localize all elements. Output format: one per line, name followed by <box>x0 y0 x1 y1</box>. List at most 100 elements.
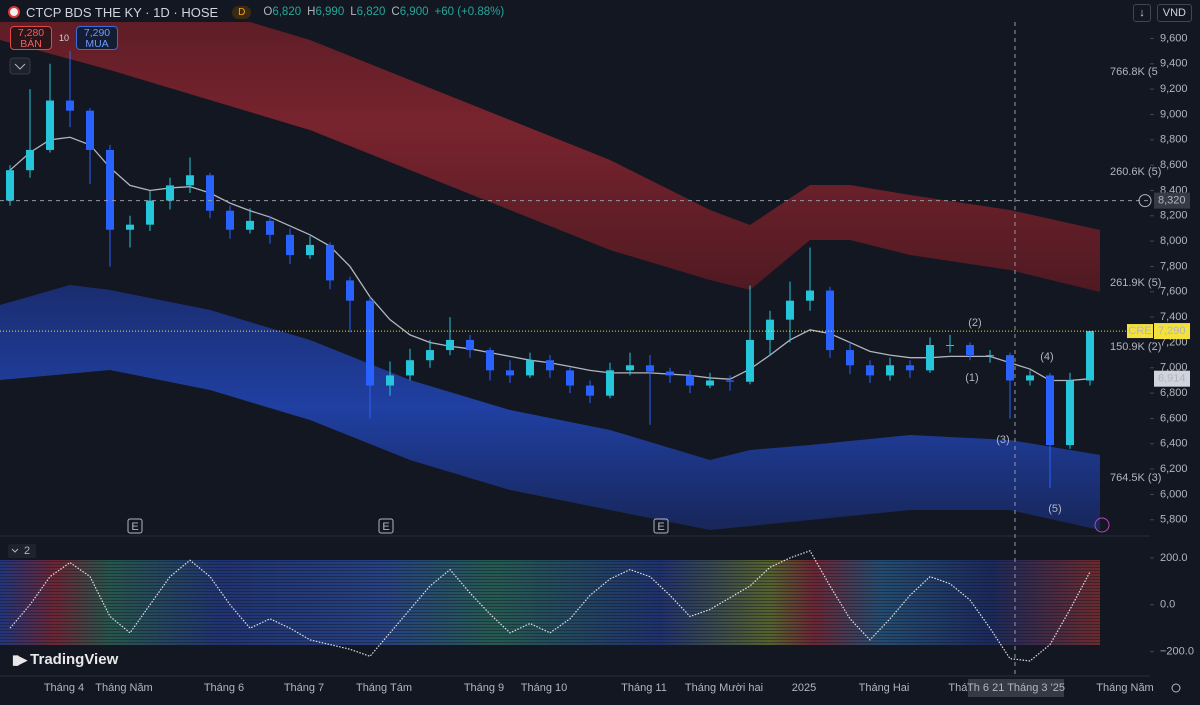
candle-body <box>1026 375 1034 381</box>
event-box[interactable] <box>127 518 143 534</box>
y-tick-label: 7,400 <box>1160 311 1188 323</box>
ohlc-item: H6,990 <box>307 6 344 18</box>
y-tick-label: 7,800 <box>1160 260 1188 272</box>
candle-body <box>26 149 34 171</box>
last-price-label: 7,290 <box>1158 325 1186 337</box>
bands <box>0 22 1100 530</box>
candle-body <box>886 365 894 376</box>
lower-band <box>0 285 1100 530</box>
candle-body <box>386 375 394 386</box>
wave-annotation: (3) <box>996 434 1009 446</box>
alert-icon[interactable] <box>1094 517 1110 533</box>
x-tick-label: Tháng 11 <box>621 682 667 694</box>
buy-button[interactable]: 7,290 MUA <box>76 26 118 50</box>
toolbar-right: ↓ VND <box>1133 4 1192 22</box>
y-tick-label: 8,600 <box>1160 159 1188 171</box>
y-tick-label: 6,600 <box>1160 412 1188 424</box>
candle-body <box>366 300 374 386</box>
ohlc: O6,820 H6,990 L6,820 C6,900 +60 (+0.88%) <box>263 6 504 18</box>
collapse-icon <box>14 63 26 70</box>
collapse-button[interactable] <box>9 57 31 75</box>
candle-body <box>986 355 994 357</box>
candle-body <box>526 360 534 376</box>
candle-body <box>1006 355 1014 381</box>
candle-body <box>806 290 814 301</box>
symbol-title: CTCP BDS THE KY · 1D · HOSE <box>26 4 219 20</box>
candle-body <box>246 220 254 230</box>
brand-name: TradingView <box>30 651 119 668</box>
candle-body <box>786 300 794 320</box>
y-tick-label: 8,000 <box>1160 235 1188 247</box>
candle-body <box>126 224 134 230</box>
candle-body <box>946 345 954 346</box>
wave-annotation: (5) <box>1048 503 1061 515</box>
event-markers: E E E <box>127 518 669 534</box>
event-box[interactable] <box>653 518 669 534</box>
candle-body <box>446 339 454 351</box>
candle-body <box>646 365 654 372</box>
ohlc-key: C <box>391 6 400 18</box>
header: CTCP BDS THE KY · 1D · HOSE D O6,820 H6,… <box>8 3 504 21</box>
last-price-box <box>1154 323 1190 340</box>
y-tick-label: 6,000 <box>1160 488 1188 500</box>
x-tick-label: Tháng Tám <box>356 682 412 694</box>
event-label: E <box>131 521 138 533</box>
ohlc-key: H <box>307 6 316 18</box>
candle-body <box>606 370 614 396</box>
x-tick-label: Tháng Mười hai <box>685 682 763 694</box>
candle-body <box>466 339 474 351</box>
symbol-label: CRE <box>1128 325 1151 337</box>
candle-body <box>406 360 414 376</box>
x-tick-label: Tháng Năm <box>95 682 152 694</box>
candle-body <box>826 290 834 351</box>
currency-select[interactable]: VND <box>1156 4 1192 22</box>
candle-body <box>926 345 934 371</box>
candle-body <box>726 380 734 382</box>
y-tick-label: 8,200 <box>1160 210 1188 222</box>
panel-toggle[interactable] <box>8 544 36 558</box>
oscillator-line <box>9 550 1091 662</box>
crosshair-date: Th 6 21 Tháng 3 '25 <box>967 682 1065 694</box>
brand: ▮▶ TradingView <box>12 651 118 668</box>
x-tick-label: Tháng 7 <box>284 682 324 694</box>
spread: 10 <box>59 33 70 43</box>
candle-body <box>686 375 694 386</box>
candle-body <box>6 170 14 201</box>
y-tick-label: 9,000 <box>1160 108 1188 120</box>
ohlc-value: 6,990 <box>315 6 345 18</box>
candle-body <box>1066 380 1074 446</box>
candle-body <box>506 370 514 376</box>
buy-price: 7,290 <box>83 27 111 39</box>
candle-body <box>1086 331 1094 381</box>
candle-body <box>866 365 874 376</box>
y-tick-label: 200.0 <box>1160 552 1188 564</box>
settings-icon[interactable] <box>1171 683 1181 693</box>
y-tick-label: 7,600 <box>1160 286 1188 298</box>
download-button[interactable]: ↓ <box>1133 4 1151 22</box>
candle-body <box>586 385 594 396</box>
symbol-box <box>1127 324 1153 339</box>
x-tick-label: Tháng 10 <box>521 682 567 694</box>
candle-body <box>66 100 74 111</box>
candle-body <box>706 380 714 386</box>
candle-body <box>546 360 554 371</box>
candle-body <box>566 370 574 386</box>
sell-button[interactable]: 7,280 BÁN <box>10 26 52 50</box>
candle-body <box>266 220 274 235</box>
crosshair-price: 8,320 <box>1158 195 1186 207</box>
candle-body <box>206 175 214 211</box>
y-tick-label: 8,800 <box>1160 134 1188 146</box>
y-tick-label: 9,200 <box>1160 83 1188 95</box>
y-tick-label: 6,200 <box>1160 463 1188 475</box>
change: +60 (+0.88%) <box>434 6 505 18</box>
candle-body <box>166 185 174 201</box>
event-box[interactable] <box>378 518 394 534</box>
panel-toggle-icon <box>11 548 19 553</box>
y-tick-label: 9,400 <box>1160 58 1188 70</box>
candle-body <box>186 175 194 186</box>
buy-label: MUA <box>85 38 109 50</box>
ohlc-value: 6,820 <box>356 6 386 18</box>
y-tick-label: 6,400 <box>1160 438 1188 450</box>
